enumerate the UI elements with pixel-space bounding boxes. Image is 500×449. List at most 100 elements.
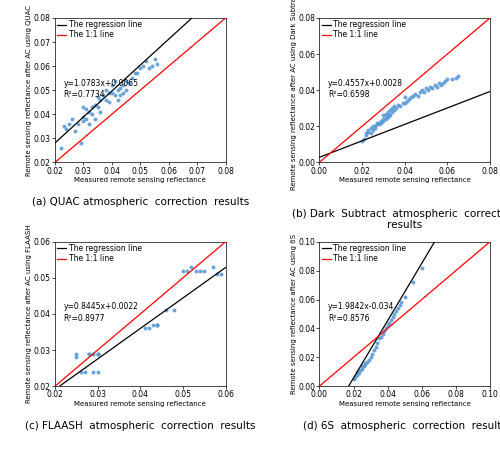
The regression line bbox=[362, 356, 368, 361]
The 1:1 line bbox=[84, 133, 89, 138]
The 1:1 line bbox=[478, 247, 484, 252]
Point bbox=[94, 350, 102, 357]
Point bbox=[430, 81, 438, 88]
Text: y=0.8445x+0.0022: y=0.8445x+0.0022 bbox=[64, 302, 138, 312]
The regression line bbox=[348, 379, 354, 385]
Point bbox=[420, 88, 428, 96]
Point bbox=[380, 328, 388, 335]
Point bbox=[108, 82, 116, 89]
Point bbox=[122, 87, 130, 94]
Point bbox=[65, 120, 73, 128]
Point bbox=[362, 132, 370, 139]
Point bbox=[362, 130, 370, 137]
Point bbox=[368, 126, 376, 133]
Point bbox=[119, 89, 127, 96]
The regression line bbox=[324, 152, 330, 157]
Point bbox=[378, 119, 386, 126]
Point bbox=[145, 325, 153, 332]
Point bbox=[60, 123, 68, 130]
Point bbox=[394, 101, 402, 108]
Text: R²=0.7734: R²=0.7734 bbox=[64, 90, 105, 99]
The regression line bbox=[472, 171, 478, 176]
Point bbox=[72, 350, 80, 357]
Point bbox=[380, 117, 388, 124]
Point bbox=[356, 367, 364, 374]
Point bbox=[170, 307, 178, 314]
Point bbox=[100, 92, 108, 99]
Point bbox=[125, 79, 133, 87]
Point bbox=[368, 123, 376, 130]
Point bbox=[154, 60, 162, 67]
Point bbox=[91, 115, 99, 123]
Y-axis label: Remote sensing reflectance after AC using 6S: Remote sensing reflectance after AC usin… bbox=[291, 234, 297, 394]
The 1:1 line bbox=[362, 121, 368, 127]
Point bbox=[105, 89, 113, 96]
Point bbox=[71, 128, 79, 135]
Point bbox=[85, 350, 93, 357]
Point bbox=[110, 92, 118, 99]
The regression line bbox=[62, 131, 68, 136]
Point bbox=[407, 94, 415, 101]
The 1:1 line bbox=[208, 27, 214, 33]
Point bbox=[82, 115, 90, 123]
The regression line bbox=[208, 275, 214, 281]
X-axis label: Measured remote sensing reflectance: Measured remote sensing reflectance bbox=[339, 401, 470, 407]
The 1:1 line bbox=[62, 151, 68, 156]
Point bbox=[188, 264, 196, 271]
Point bbox=[370, 347, 378, 354]
Point bbox=[200, 267, 208, 274]
Point bbox=[88, 103, 96, 110]
Point bbox=[91, 101, 99, 108]
Point bbox=[368, 351, 376, 358]
Point bbox=[149, 321, 157, 328]
Text: (c) FLAASH  atmospheric  correction  results: (c) FLAASH atmospheric correction result… bbox=[25, 421, 256, 431]
Y-axis label: Remote sensing reflectance after AC using Dark Subtract: Remote sensing reflectance after AC usin… bbox=[291, 0, 297, 190]
Point bbox=[363, 358, 371, 365]
The 1:1 line bbox=[59, 378, 65, 383]
The regression line bbox=[362, 137, 368, 142]
The 1:1 line bbox=[208, 251, 214, 257]
Point bbox=[353, 368, 361, 375]
Point bbox=[426, 83, 434, 90]
The regression line bbox=[59, 382, 65, 387]
Point bbox=[358, 365, 366, 372]
Point bbox=[358, 137, 366, 144]
Point bbox=[380, 115, 388, 123]
Point bbox=[371, 124, 379, 132]
The 1:1 line bbox=[316, 160, 322, 165]
Point bbox=[388, 108, 396, 115]
Point bbox=[213, 271, 221, 278]
Point bbox=[354, 370, 362, 377]
Text: (d) 6S  atmospheric  correction  results: (d) 6S atmospheric correction results bbox=[303, 421, 500, 431]
Point bbox=[148, 62, 156, 70]
The regression line bbox=[478, 160, 484, 166]
Point bbox=[56, 144, 64, 151]
Point bbox=[218, 271, 226, 278]
Point bbox=[398, 99, 406, 106]
Point bbox=[154, 321, 162, 328]
Point bbox=[209, 264, 217, 271]
Point bbox=[378, 330, 386, 338]
The 1:1 line bbox=[214, 247, 220, 252]
The 1:1 line bbox=[52, 383, 58, 389]
X-axis label: Measured remote sensing reflectance: Measured remote sensing reflectance bbox=[74, 177, 206, 183]
Text: R²=0.6598: R²=0.6598 bbox=[328, 90, 370, 99]
The 1:1 line bbox=[98, 121, 103, 127]
Point bbox=[154, 321, 162, 328]
Point bbox=[364, 126, 372, 133]
The 1:1 line bbox=[472, 27, 478, 33]
The 1:1 line bbox=[472, 251, 478, 257]
Point bbox=[384, 114, 392, 121]
Point bbox=[353, 371, 361, 378]
Point bbox=[390, 103, 398, 110]
Point bbox=[179, 267, 187, 274]
The 1:1 line bbox=[59, 154, 65, 159]
Point bbox=[382, 114, 390, 121]
Point bbox=[375, 119, 383, 126]
Point bbox=[88, 110, 96, 118]
The regression line bbox=[316, 432, 322, 438]
Point bbox=[81, 368, 89, 375]
The regression line bbox=[326, 150, 332, 156]
Text: y=0.4557x+0.0028: y=0.4557x+0.0028 bbox=[328, 79, 403, 88]
The 1:1 line bbox=[362, 345, 368, 350]
